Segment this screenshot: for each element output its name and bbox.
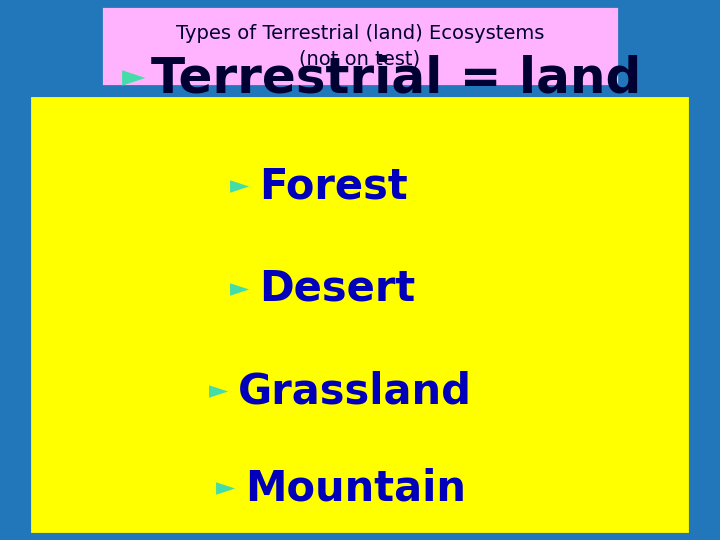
Text: ►: ► [216, 477, 235, 501]
Text: Types of Terrestrial (land) Ecosystems
(not on test): Types of Terrestrial (land) Ecosystems (… [176, 24, 544, 69]
FancyBboxPatch shape [29, 94, 691, 535]
FancyBboxPatch shape [101, 6, 619, 86]
Text: ►: ► [122, 64, 146, 93]
Text: ►: ► [230, 277, 250, 301]
Text: ►: ► [230, 174, 250, 198]
Text: Desert: Desert [259, 268, 415, 310]
Text: ►: ► [209, 380, 228, 403]
Text: Grassland: Grassland [238, 370, 472, 413]
Text: Forest: Forest [259, 165, 408, 207]
Text: Terrestrial = land: Terrestrial = land [151, 55, 642, 102]
Text: Mountain: Mountain [245, 468, 466, 510]
